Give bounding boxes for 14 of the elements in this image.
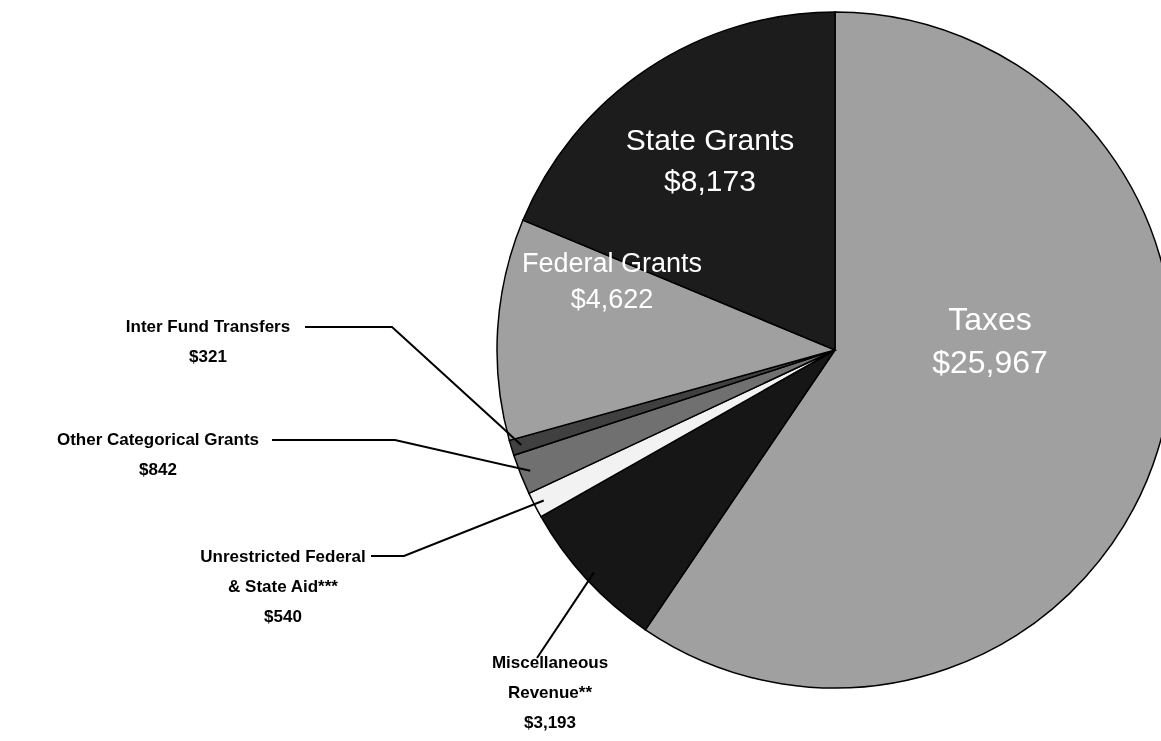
data-label: $321 — [189, 346, 227, 366]
slice-label: Taxes — [948, 301, 1032, 337]
slice-label: Unrestricted Federal & State Aid*** — [200, 547, 366, 596]
data-label: $842 — [139, 459, 177, 479]
data-label: $4,622 — [570, 284, 654, 315]
data-label: $25,967 — [932, 344, 1048, 381]
slice-label: State Grants — [625, 123, 795, 156]
data-label: $540 — [264, 606, 302, 626]
data-label: $3,193 — [524, 712, 576, 732]
slice-label: Other Categorical Grants — [56, 430, 260, 449]
data-label: $8,173 — [664, 163, 756, 197]
slice-label: Inter Fund Transfers — [125, 317, 291, 336]
slice-label: Federal Grants — [521, 248, 703, 278]
slice-label: Miscellaneous Revenue** — [491, 653, 609, 702]
